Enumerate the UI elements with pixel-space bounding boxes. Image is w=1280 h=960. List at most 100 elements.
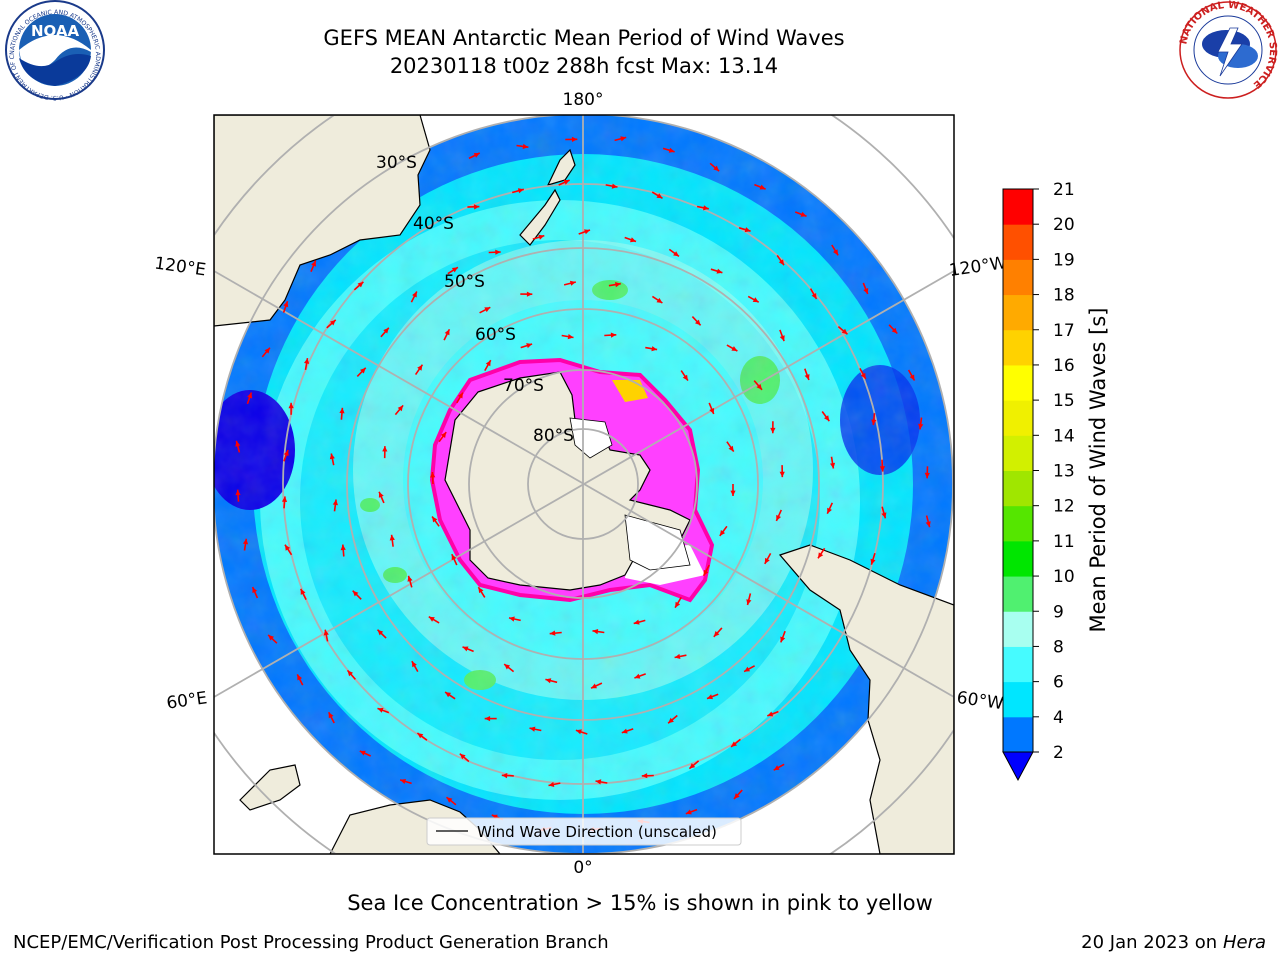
wind-wave-arrow-head	[575, 729, 582, 735]
colorbar-swatch	[1003, 435, 1033, 471]
wind-wave-arrow-head	[731, 346, 738, 351]
wind-wave-arrow-head	[770, 427, 776, 434]
wind-wave-arrow-head	[830, 462, 836, 469]
wind-wave-arrow-head	[235, 489, 241, 496]
wind-wave-arrow-head	[615, 282, 621, 288]
wind-wave-arrow-head	[744, 227, 751, 233]
colorbar-tick-label: 18	[1053, 286, 1075, 306]
wind-wave-arrow-head	[685, 809, 692, 815]
wind-wave-arrow-head	[595, 779, 602, 785]
colorbar-tick-label: 17	[1053, 321, 1075, 341]
wind-wave-arrow-head	[689, 763, 696, 769]
wind-wave-arrow-head	[716, 268, 723, 274]
wind-wave-arrow-head	[767, 711, 774, 717]
wind-wave-arrow-head	[529, 726, 536, 732]
wind-wave-arrow-head	[756, 384, 762, 390]
wind-wave-arrow-head	[571, 136, 578, 142]
wind-wave-arrow-head	[339, 407, 345, 414]
wind-wave-arrow-head	[329, 453, 335, 460]
colorbar-swatch	[1003, 259, 1033, 296]
colorbar-tick-label: 12	[1053, 497, 1075, 517]
wind-wave-arrow-head	[621, 728, 628, 734]
colorbar-swatch	[1003, 716, 1033, 753]
wind-wave-arrow-head	[703, 569, 709, 576]
wind-wave-arrow-head	[332, 499, 338, 506]
wind-wave-arrow-head	[674, 653, 681, 659]
wind-wave-arrow-head	[925, 521, 931, 528]
wind-wave-arrow-head	[407, 575, 413, 582]
lat-label-30s: 30°S	[376, 153, 417, 173]
wind-wave-arrow-head	[818, 552, 824, 559]
colorbar-swatch	[1003, 611, 1033, 647]
wind-wave-arrow-head	[311, 260, 316, 267]
wind-wave-arrow-head	[411, 661, 417, 668]
wind-wave-arrow-head	[400, 779, 406, 784]
colorbar-tick-label: 8	[1053, 637, 1064, 657]
colorbar-swatch	[1003, 294, 1033, 331]
wind-wave-arrow-head	[451, 267, 458, 273]
wind-wave-arrow-head	[382, 446, 388, 452]
wind-wave-arrow-head	[377, 629, 384, 636]
wind-wave-arrow-head	[283, 450, 289, 456]
madagascar-land	[239, 764, 301, 811]
wind-wave-arrow-head	[634, 673, 641, 679]
wind-wave-arrow-head	[444, 329, 450, 336]
colorbar-swatch	[1003, 576, 1033, 612]
colorbar-swatch	[1003, 540, 1033, 577]
wind-wave-arrow-head	[709, 408, 715, 414]
colorbar-tick-label: 2	[1053, 743, 1064, 763]
wind-wave-arrow-head	[377, 707, 384, 713]
wind-wave-arrow-head	[918, 423, 924, 430]
footer-date-text: 20 Jan 2023 on	[1081, 932, 1218, 953]
wind-wave-arrow-head	[288, 402, 294, 409]
wind-wave-arrow-head	[870, 558, 876, 565]
graticule	[214, 115, 954, 854]
wind-wave-arrow-head	[591, 683, 597, 689]
wind-wave-arrow-head	[268, 634, 274, 641]
wind-wave-arrow-head	[584, 229, 590, 235]
colorbar-tick-label: 13	[1053, 462, 1075, 482]
wind-wave-arrow-head	[473, 204, 480, 210]
wind-wave-arrow-head	[713, 631, 720, 637]
wind-wave-arrow-head	[473, 153, 480, 158]
wind-wave-arrow-head	[478, 587, 484, 594]
colorbar-swatch	[1003, 224, 1033, 260]
wind-wave-arrow-head	[428, 616, 435, 622]
wind-wave-arrow-head	[446, 797, 453, 803]
wind-wave-arrow-head	[728, 445, 734, 452]
colorbar-tick-label: 21	[1053, 180, 1075, 200]
chart-title: GEFS MEAN Antarctic Mean Period of Wind …	[323, 26, 845, 50]
wind-wave-arrow-head	[285, 544, 291, 551]
wind-wave-arrow-head	[526, 343, 533, 349]
wind-wave-arrow-head	[779, 471, 785, 478]
wind-wave-arrow-head	[841, 328, 848, 335]
colorbar-swatch	[1003, 364, 1033, 401]
wind-wave-arrow-head	[440, 432, 447, 438]
lat-label-50s: 50°S	[444, 272, 485, 292]
footer-org: NCEP/EMC/Verification Post Processing Pr…	[13, 932, 609, 953]
wind-wave-arrow-head	[264, 347, 270, 354]
wind-wave-arrow-head	[695, 319, 701, 326]
wind-wave-arrow-head	[485, 360, 491, 367]
sea-ice-caption: Sea Ice Concentration > 15% is shown in …	[347, 891, 933, 915]
wind-wave-arrow-head	[924, 472, 930, 479]
lat-label-80s: 80°S	[533, 426, 574, 446]
colorbar-tick-label: 20	[1053, 215, 1075, 235]
colorbar-tick-label: 14	[1053, 426, 1075, 446]
wind-wave-arrow-head	[430, 472, 436, 478]
wind-wave-arrow-head	[780, 636, 786, 643]
wind-wave-arrow-head	[881, 512, 887, 519]
wind-wave-arrow-head	[909, 374, 915, 381]
wind-wave-arrow-head	[360, 367, 366, 374]
wind-wave-arrow-head	[764, 557, 770, 564]
noaa-logo: NATIONAL OCEANIC AND ATMOSPHERIC ADMINIS…	[0, 0, 105, 101]
legend-label: Wind Wave Direction (unscaled)	[477, 823, 717, 841]
wind-wave-arrow-head	[522, 143, 529, 149]
chart-subtitle: 20230118 t00z 288h fcst Max: 13.14	[389, 54, 779, 78]
wind-wave-arrow-head	[759, 184, 766, 190]
wind-wave-arrow-head	[891, 327, 898, 334]
wind-wave-arrow-head	[633, 619, 640, 625]
wind-wave-arrow-head	[495, 249, 501, 255]
wind-wave-arrow-head	[352, 590, 359, 597]
